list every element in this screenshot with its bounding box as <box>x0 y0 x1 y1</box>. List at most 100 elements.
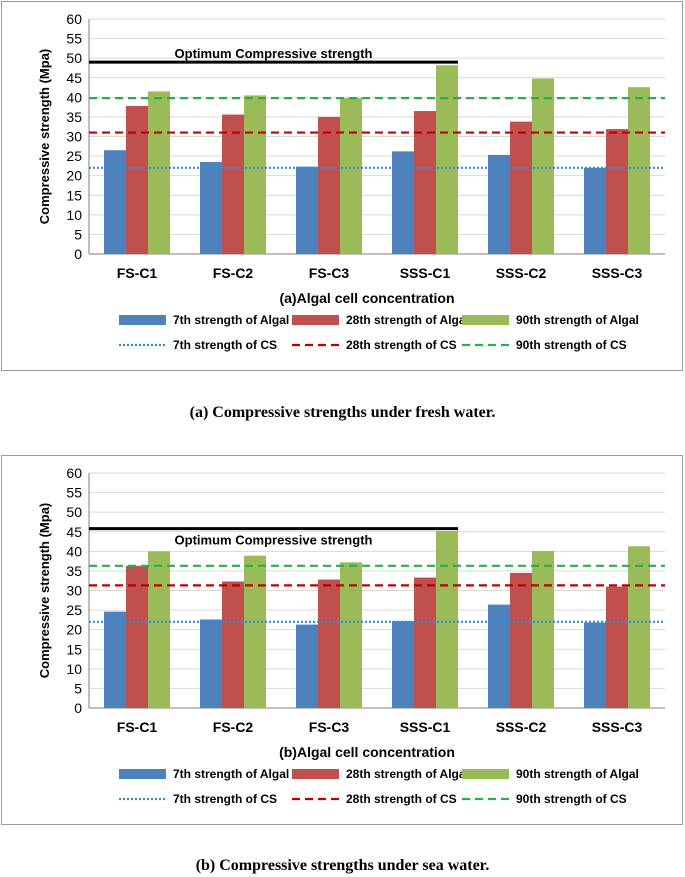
y-tick-label: 10 <box>66 207 82 223</box>
x-tick-label: SSS-C3 <box>592 719 643 735</box>
y-tick-label: 15 <box>66 641 82 657</box>
bar <box>584 622 606 708</box>
bar <box>296 624 318 708</box>
x-tick-label: FS-C1 <box>117 265 158 281</box>
legend-swatch <box>462 769 509 779</box>
legend-label: 7th strength of Algal <box>173 767 289 781</box>
y-tick-label: 55 <box>66 31 82 47</box>
y-tick-label: 35 <box>66 563 82 579</box>
legend-label: 90th strength of Algal <box>516 767 639 781</box>
bar <box>436 65 458 254</box>
legend-label: 7th strength of CS <box>173 338 277 352</box>
y-tick-label: 5 <box>74 226 82 242</box>
caption-fresh-water: (a) Compressive strengths under fresh wa… <box>189 404 496 421</box>
y-tick-label: 0 <box>74 246 82 262</box>
y-tick-label: 25 <box>66 148 82 164</box>
legend-label: 28th strength of Algal <box>346 313 469 327</box>
y-tick-label: 35 <box>66 109 82 125</box>
bar <box>148 551 170 708</box>
y-tick-label: 40 <box>66 89 82 105</box>
legend-swatch <box>292 315 339 325</box>
bar <box>488 604 510 708</box>
y-axis-title: Compressive strength (Mpa) <box>37 503 52 679</box>
legend-swatch <box>292 769 339 779</box>
bar <box>104 611 126 708</box>
x-tick-label: SSS-C2 <box>496 265 547 281</box>
x-tick-label: FS-C2 <box>213 719 254 735</box>
bar <box>510 572 532 708</box>
y-tick-label: 10 <box>66 661 82 677</box>
x-tick-label: FS-C3 <box>309 719 350 735</box>
legend-swatch <box>119 315 166 325</box>
y-tick-label: 40 <box>66 543 82 559</box>
bar <box>148 91 170 254</box>
bar <box>532 550 554 708</box>
x-axis-title: (b)Algal cell concentration <box>279 744 455 760</box>
bar <box>126 565 148 708</box>
chart-panel-fresh-water: 0 5 10 15 20 25 30 35 40 45 50 55 60 FS-C1 FS-C2 FS-C3 S… <box>1 1 683 371</box>
legend-label: 28th strength of Algal <box>346 767 469 781</box>
bar <box>126 105 148 254</box>
legend-label: 28th strength of CS <box>346 792 457 806</box>
x-tick-label: SSS-C1 <box>400 719 451 735</box>
bar <box>318 579 340 708</box>
y-tick-label: 0 <box>74 700 82 716</box>
legend-swatch <box>462 315 509 325</box>
y-tick-label: 55 <box>66 485 82 501</box>
y-tick-label: 45 <box>66 70 82 86</box>
bar <box>200 619 222 708</box>
bar <box>510 121 532 254</box>
bar <box>606 586 628 708</box>
y-tick-label: 20 <box>66 168 82 184</box>
x-tick-label: SSS-C2 <box>496 719 547 735</box>
legend-swatch <box>119 769 166 779</box>
chart-panel-sea-water: 0 5 10 15 20 25 30 35 40 45 50 55 60 FS-C1 FS-C2 FS-C3 S… <box>1 455 683 825</box>
legend-label: 90th strength of CS <box>516 338 627 352</box>
bar <box>584 167 606 254</box>
bar <box>488 154 510 254</box>
caption-sea-water: (b) Compressive strengths under sea wate… <box>195 857 490 874</box>
bar <box>414 577 436 708</box>
y-tick-label: 20 <box>66 622 82 638</box>
x-tick-label: FS-C3 <box>309 265 350 281</box>
x-axis-title: (a)Algal cell concentration <box>279 290 454 306</box>
y-tick-label: 50 <box>66 504 82 520</box>
y-axis-title: Compressive strength (Mpa) <box>37 49 52 225</box>
y-tick-label: 60 <box>66 465 82 481</box>
bar <box>318 116 340 255</box>
x-tick-label: FS-C1 <box>117 719 158 735</box>
bar <box>532 78 554 255</box>
chart-fresh-water: 0 5 10 15 20 25 30 35 40 45 50 55 60 FS-C1 FS-C2 FS-C3 S… <box>37 11 665 352</box>
y-tick-label: 45 <box>66 524 82 540</box>
x-tick-label: FS-C2 <box>213 265 254 281</box>
bar <box>628 546 650 708</box>
x-tick-label: SSS-C1 <box>400 265 451 281</box>
legend-label: 28th strength of CS <box>346 338 457 352</box>
y-tick-label: 5 <box>74 680 82 696</box>
optimum-label: Optimum Compressive strength <box>175 533 373 548</box>
bar <box>436 530 458 708</box>
bar <box>244 555 266 708</box>
y-tick-label: 30 <box>66 583 82 599</box>
bar <box>606 129 628 254</box>
bar <box>200 161 222 254</box>
chart-sea-water: 0 5 10 15 20 25 30 35 40 45 50 55 60 FS-C1 FS-C2 FS-C3 S… <box>37 465 665 806</box>
bar <box>104 150 126 254</box>
bar <box>222 581 244 708</box>
bar <box>340 98 362 254</box>
bar <box>628 87 650 255</box>
y-tick-label: 50 <box>66 50 82 66</box>
bar <box>296 166 318 254</box>
bar <box>414 111 436 255</box>
optimum-label: Optimum Compressive strength <box>175 46 373 61</box>
bar <box>340 562 362 708</box>
bar <box>222 114 244 254</box>
x-tick-label: SSS-C3 <box>592 265 643 281</box>
bar <box>392 151 414 254</box>
y-tick-label: 25 <box>66 602 82 618</box>
bar <box>244 95 266 254</box>
y-tick-label: 30 <box>66 129 82 145</box>
legend-label: 7th strength of Algal <box>173 313 289 327</box>
legend-label: 90th strength of CS <box>516 792 627 806</box>
bar <box>392 621 414 708</box>
